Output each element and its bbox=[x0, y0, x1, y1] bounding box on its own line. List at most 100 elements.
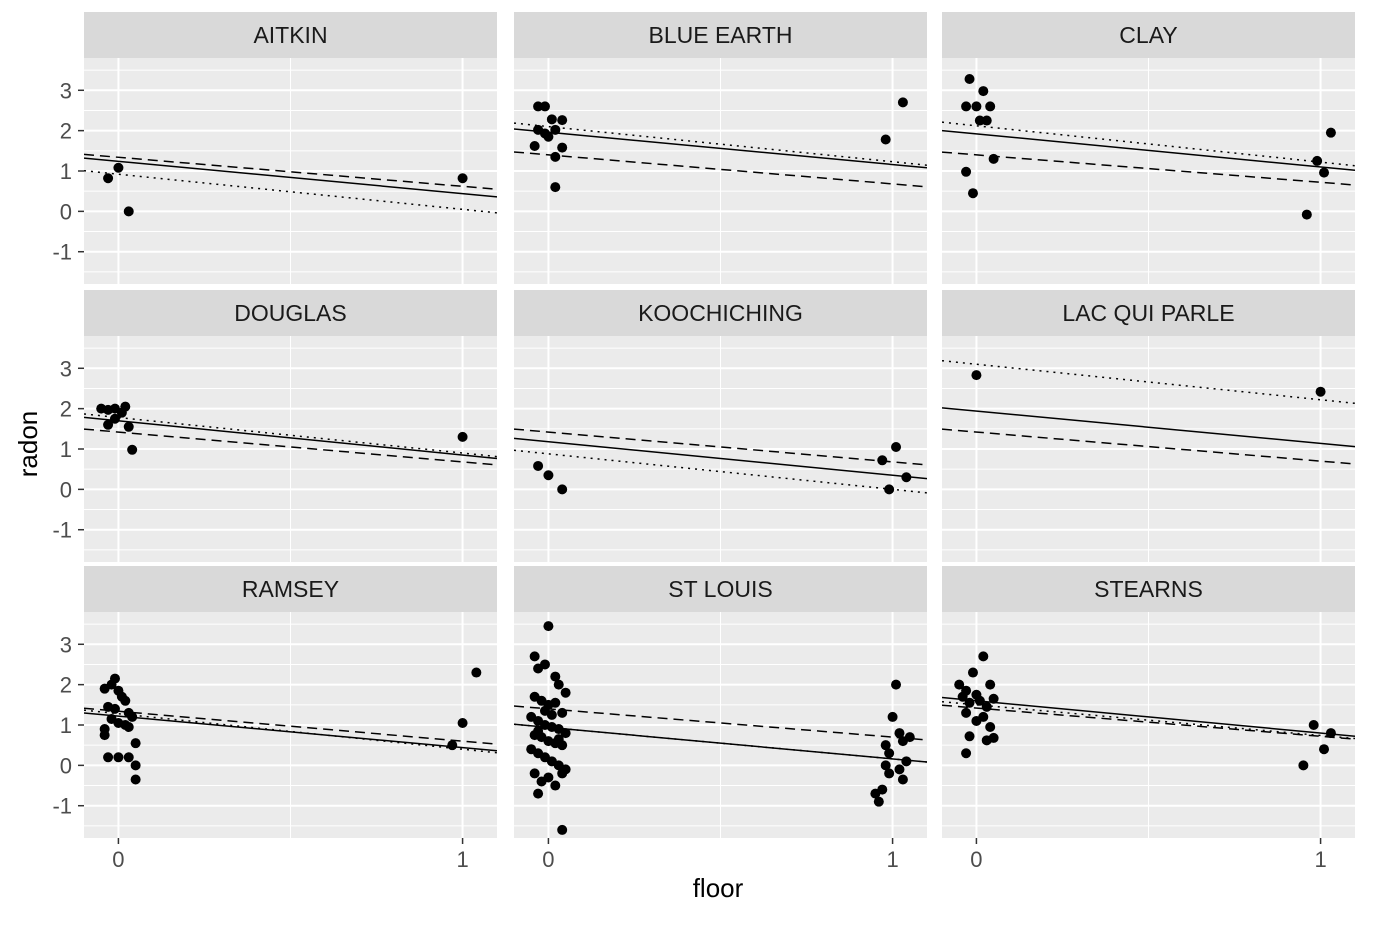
data-point bbox=[964, 697, 975, 708]
facet-panel: DOUGLAS bbox=[84, 290, 497, 562]
panel-marks bbox=[84, 153, 497, 217]
data-point bbox=[964, 731, 975, 742]
data-point bbox=[884, 484, 895, 495]
data-point bbox=[904, 732, 915, 743]
data-point bbox=[543, 131, 554, 142]
data-point bbox=[123, 421, 134, 432]
data-point bbox=[557, 824, 568, 835]
panel-marks bbox=[942, 359, 1355, 465]
y-tick-label: 0 bbox=[60, 199, 72, 224]
x-tick-label: 0 bbox=[970, 847, 982, 872]
data-point bbox=[873, 796, 884, 807]
data-point bbox=[985, 679, 996, 690]
regression-line-solid bbox=[514, 128, 927, 169]
data-point bbox=[533, 101, 544, 112]
data-point bbox=[123, 206, 134, 217]
data-point bbox=[550, 182, 561, 193]
regression-line-dashed bbox=[84, 428, 497, 466]
data-point bbox=[529, 651, 540, 662]
data-point bbox=[967, 188, 978, 199]
data-point bbox=[109, 413, 120, 424]
y-tick-label: 2 bbox=[60, 673, 72, 698]
data-point bbox=[985, 722, 996, 733]
y-tick-label: 1 bbox=[60, 713, 72, 738]
regression-line-dashed bbox=[942, 428, 1355, 465]
y-tick-label: 0 bbox=[60, 477, 72, 502]
y-tick-label: -1 bbox=[52, 518, 72, 543]
data-point bbox=[543, 621, 554, 632]
data-point bbox=[130, 738, 141, 749]
data-point bbox=[529, 140, 540, 151]
data-point bbox=[894, 764, 905, 775]
data-point bbox=[891, 441, 902, 452]
data-point bbox=[974, 695, 985, 706]
data-point bbox=[1301, 209, 1312, 220]
facet-strip bbox=[514, 290, 927, 336]
panel-marks bbox=[84, 401, 497, 466]
regression-line-solid bbox=[942, 129, 1355, 172]
data-point bbox=[897, 97, 908, 108]
data-point bbox=[961, 748, 972, 759]
data-point bbox=[880, 740, 891, 751]
data-point bbox=[533, 788, 544, 799]
data-point bbox=[533, 460, 544, 471]
regression-line-dashed bbox=[514, 705, 927, 741]
data-point bbox=[546, 709, 557, 720]
data-point bbox=[978, 651, 989, 662]
data-point bbox=[1308, 720, 1319, 730]
facet-panel: AITKIN bbox=[84, 12, 497, 284]
data-point bbox=[557, 484, 568, 495]
facet-strip-label: AITKIN bbox=[253, 22, 327, 48]
data-point bbox=[539, 659, 550, 670]
data-point bbox=[988, 732, 999, 743]
data-point bbox=[539, 101, 550, 112]
regression-line-solid bbox=[84, 416, 497, 460]
data-point bbox=[978, 711, 989, 722]
facet-strip-label: DOUGLAS bbox=[234, 300, 346, 326]
x-tick-label: 0 bbox=[542, 847, 554, 872]
data-point bbox=[109, 673, 120, 684]
data-point bbox=[954, 679, 965, 690]
y-tick-label: 3 bbox=[60, 78, 72, 103]
data-point bbox=[550, 780, 561, 791]
data-point bbox=[550, 124, 561, 135]
data-point bbox=[557, 115, 568, 126]
regression-line-dashed bbox=[84, 153, 497, 190]
x-tick-label: 1 bbox=[456, 847, 468, 872]
data-point bbox=[103, 752, 114, 763]
y-tick-label: -1 bbox=[52, 794, 72, 819]
facet-strip-label: STEARNS bbox=[1094, 576, 1203, 602]
panel-marks bbox=[514, 428, 927, 495]
panel-marks bbox=[514, 97, 927, 193]
facet-strip-label: KOOCHICHING bbox=[638, 300, 803, 326]
panel-marks bbox=[514, 621, 927, 835]
data-point bbox=[877, 784, 888, 795]
regression-line-solid bbox=[942, 696, 1355, 738]
facet-strip bbox=[514, 566, 927, 612]
facet-strip bbox=[514, 12, 927, 58]
regression-line-solid bbox=[514, 723, 927, 763]
regression-line-solid bbox=[84, 712, 497, 752]
y-tick-label: 2 bbox=[60, 397, 72, 422]
data-point bbox=[1315, 386, 1326, 397]
data-point bbox=[550, 151, 561, 162]
facet-strip-label: BLUE EARTH bbox=[648, 22, 792, 48]
x-axis-title: floor bbox=[693, 873, 744, 903]
facet-strip bbox=[942, 566, 1355, 612]
facet-panel: STEARNS bbox=[942, 566, 1355, 838]
y-tick-label: 1 bbox=[60, 437, 72, 462]
data-point bbox=[974, 115, 985, 126]
data-point bbox=[880, 760, 891, 771]
data-point bbox=[1325, 728, 1336, 739]
data-point bbox=[103, 173, 114, 184]
data-point bbox=[116, 407, 127, 418]
data-point bbox=[961, 707, 972, 718]
regression-line-dashed bbox=[942, 704, 1355, 740]
data-point bbox=[457, 717, 468, 728]
data-point bbox=[967, 667, 978, 678]
data-point bbox=[884, 748, 895, 759]
data-point bbox=[130, 760, 141, 771]
x-tick-label: 1 bbox=[1314, 847, 1326, 872]
data-point bbox=[877, 455, 888, 466]
data-point bbox=[113, 752, 124, 763]
